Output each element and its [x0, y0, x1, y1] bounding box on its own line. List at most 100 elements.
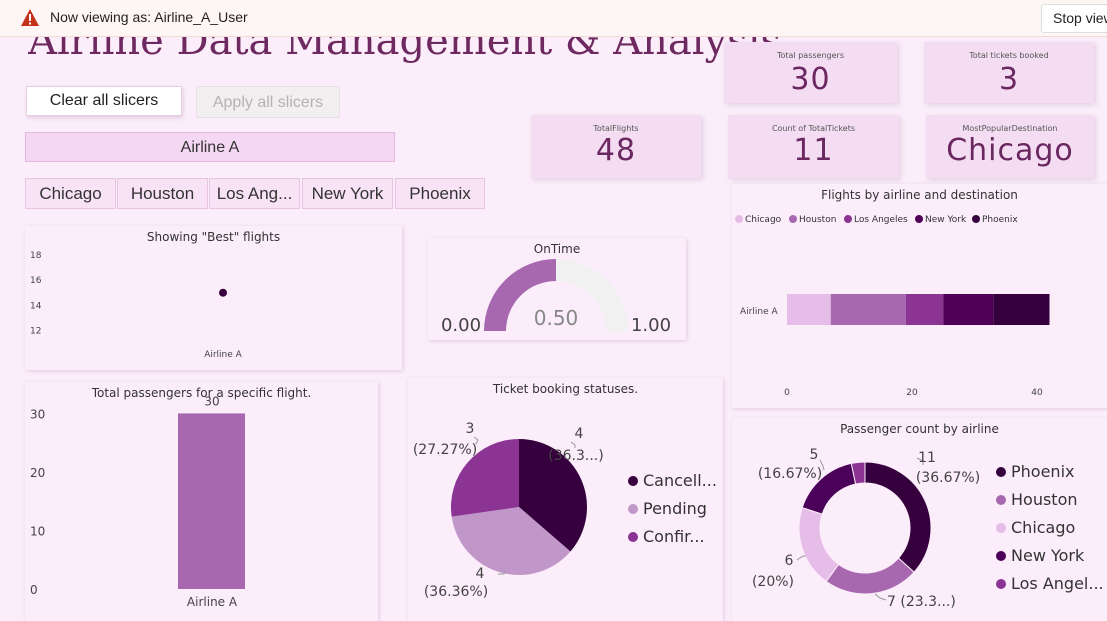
chart-title: Total passengers for a specific flight.: [91, 386, 312, 400]
legend-label: Houston: [799, 215, 837, 225]
x-tick-label: 0: [784, 388, 790, 398]
legend-dot-icon: [972, 215, 980, 223]
x-tick-label: 40: [1031, 388, 1043, 398]
donut-label-houston: 7 (23.3...): [887, 594, 956, 610]
card-value: 11: [793, 133, 834, 168]
legend-label: Los Angeles: [854, 215, 908, 225]
flights-by-destination-panel: Flights by airline and destination Chica…: [732, 184, 1107, 408]
card-label: TotalFlights: [593, 124, 639, 133]
card-value: 3: [998, 62, 1020, 97]
legend-dot-icon: [996, 467, 1006, 477]
legend-item-phoenix[interactable]: Phoenix: [996, 462, 1074, 481]
city-slicer-chicago[interactable]: Chicago: [25, 178, 116, 209]
pie-slice-cancell: [519, 439, 587, 552]
stop-viewing-button[interactable]: Stop viewing: [1041, 4, 1107, 33]
airline-slicer-airline-a[interactable]: Airline A: [25, 132, 395, 162]
legend-label: Phoenix: [982, 215, 1018, 225]
card-value: 48: [595, 133, 637, 168]
card-value: Chicago: [946, 133, 1074, 168]
donut-label-pct: (20%): [752, 574, 794, 590]
chart-title: Passenger count by airline: [840, 422, 999, 436]
pie-label-leader: [473, 436, 479, 445]
y-tick-label: 30: [30, 407, 45, 421]
city-slicer-new-york[interactable]: New York: [302, 178, 393, 209]
legend-item-cancell[interactable]: Cancell...: [628, 471, 717, 490]
legend-dot-icon: [789, 215, 797, 223]
best-flights-panel: Showing "Best" flights 18 16 14 12 Airline A: [25, 226, 402, 370]
ontime-gauge: 0.00 1.00 0.50: [441, 259, 671, 336]
y-tick-label: 14: [30, 301, 42, 311]
ticket-status-pie-chart: 4 (36.3...) 4 (36.36%) 3 (27.27%): [413, 421, 604, 600]
pie-label-count: 4: [476, 566, 485, 582]
passenger-count-donut-chart: 11 (36.67%) 6 (20%) 5 (16.67%) 7 (23.3...): [752, 447, 980, 610]
card-label: Total tickets booked: [969, 51, 1049, 60]
legend-dot-icon: [996, 579, 1006, 589]
legend-label: Phoenix: [1011, 462, 1075, 481]
card-total-flights: TotalFlights 48: [531, 115, 701, 178]
city-slicer-los-angeles[interactable]: Los Ang...: [209, 178, 300, 209]
donut-slice-chicago: [798, 506, 840, 583]
clear-slicers-button[interactable]: Clear all slicers: [26, 86, 182, 116]
y-tick-label: 18: [30, 251, 42, 261]
legend-item-chicago[interactable]: Chicago: [735, 215, 781, 225]
legend-dot-icon: [996, 551, 1006, 561]
legend-label: Pending: [643, 499, 707, 518]
y-tick-label: 20: [30, 466, 45, 480]
pie-label-leader: [498, 570, 506, 575]
bar-segment-chicago: [787, 294, 831, 325]
y-tick-label: 0: [30, 583, 38, 597]
pie-label-pct: (36.36%): [424, 584, 488, 600]
scatter-point: [219, 288, 227, 297]
legend-label: Chicago: [1011, 518, 1076, 537]
x-tick-label: Airline A: [204, 350, 242, 360]
legend-item-new-york[interactable]: New York: [915, 215, 966, 225]
card-value: 30: [790, 62, 831, 97]
legend-dot-icon: [628, 504, 638, 514]
donut-label-leader: [819, 459, 825, 471]
legend-item-los-angel[interactable]: Los Angel...: [996, 574, 1104, 593]
legend-label: Los Angel...: [1011, 574, 1104, 593]
legend-item-houston[interactable]: Houston: [996, 490, 1078, 509]
bar-segment-los-angeles: [905, 294, 944, 325]
bar-segment-phoenix: [993, 294, 1050, 325]
legend-item-confir[interactable]: Confir...: [628, 527, 705, 546]
legend-item-houston[interactable]: Houston: [789, 215, 836, 225]
bar-airline-a: [178, 413, 245, 589]
pie-slice-confir: [451, 439, 519, 517]
legend-dot-icon: [735, 215, 743, 223]
chart-title: OnTime: [533, 242, 581, 256]
chart-title: Flights by airline and destination: [821, 188, 1018, 202]
pie-label-pct: (36.3...): [548, 448, 603, 464]
ticket-status-panel: Ticket booking statuses. Cancell... Pendi…: [408, 378, 723, 621]
apply-slicers-button[interactable]: Apply all slicers: [196, 86, 340, 118]
bar-segment-houston: [830, 294, 906, 325]
donut-slice-houston: [825, 557, 915, 595]
legend-dot-icon: [628, 532, 638, 542]
bar-segment-new-york: [943, 294, 994, 325]
x-tick-label: Airline A: [187, 595, 238, 609]
donut-label-leader: [916, 457, 924, 465]
donut-label-pct: (16.67%): [758, 466, 822, 482]
donut-label-count: 5: [810, 447, 819, 463]
warning-icon: [21, 9, 39, 26]
legend-item-pending[interactable]: Pending: [628, 499, 707, 518]
legend-label: New York: [1011, 546, 1085, 565]
x-tick-label: 20: [906, 388, 918, 398]
legend-dot-icon: [915, 215, 923, 223]
best-flights-chart: 18 16 14 12 Airline A: [30, 251, 243, 360]
flights-stacked-bar-chart: Airline A 0 20 40: [740, 294, 1050, 398]
y-tick-label: 10: [30, 524, 45, 538]
y-tick-label: 12: [30, 326, 41, 336]
donut-label-leader: [796, 555, 806, 561]
pie-label-pct: (27.27%): [413, 442, 477, 458]
legend-item-phoenix[interactable]: Phoenix: [972, 215, 1018, 225]
city-slicer-houston[interactable]: Houston: [117, 178, 208, 209]
legend-item-new-york[interactable]: New York: [996, 546, 1084, 565]
total-passengers-panel: Total passengers for a specific flight. …: [25, 382, 378, 621]
card-count-total-tickets: Count of TotalTickets 11: [728, 115, 899, 178]
card-total-tickets-booked: Total tickets booked 3: [924, 42, 1094, 103]
legend-item-chicago[interactable]: Chicago: [996, 518, 1075, 537]
pie-label-count: 3: [466, 421, 475, 437]
legend-item-los-angeles[interactable]: Los Angeles: [844, 215, 908, 225]
city-slicer-phoenix[interactable]: Phoenix: [395, 178, 485, 209]
